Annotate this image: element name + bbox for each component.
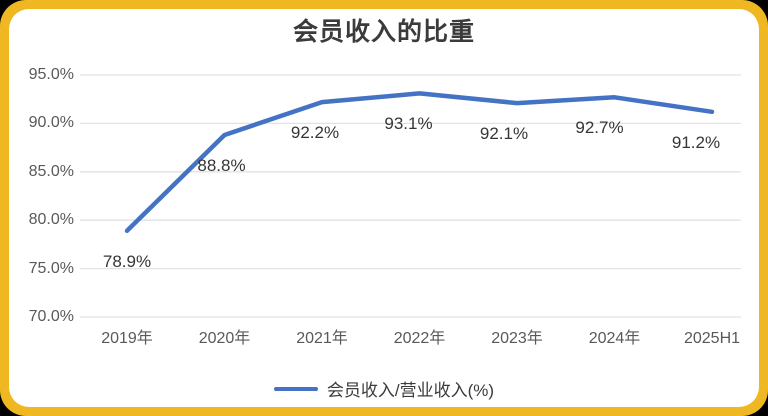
x-axis-label: 2020年 [198,330,251,347]
x-axis-label: 2023年 [491,330,543,347]
x-axis-label: 2022年 [393,330,446,347]
data-label: 92.2% [290,123,340,143]
data-label: 78.9% [102,251,152,271]
legend: 会员收入/营业收入(%) [0,376,768,401]
legend-line-swatch [273,386,318,391]
chart-title: 会员收入的比重 [292,18,475,46]
x-axis-label: 2025H1 [683,330,741,347]
data-label: 92.1% [479,124,529,144]
x-axis-label: 2021年 [296,330,348,347]
x-axis-label: 2019年 [101,330,153,347]
x-axis-label: 2024年 [588,330,641,347]
chart-line [124,91,715,234]
data-label: 93.1% [384,114,433,134]
data-label: 91.2% [671,132,721,152]
y-tick-label: 90.0% [28,114,74,132]
y-tick-label: 70.0% [28,308,74,325]
data-label: 88.8% [197,156,246,176]
legend-label: 会员收入/营业收入(%) [326,381,495,400]
y-tick-label: 75.0% [28,259,74,277]
data-label: 92.7% [575,118,624,138]
y-tick-label: 95.0% [28,66,74,83]
y-tick-label: 85.0% [28,162,74,180]
y-tick-label: 80.0% [28,211,74,229]
